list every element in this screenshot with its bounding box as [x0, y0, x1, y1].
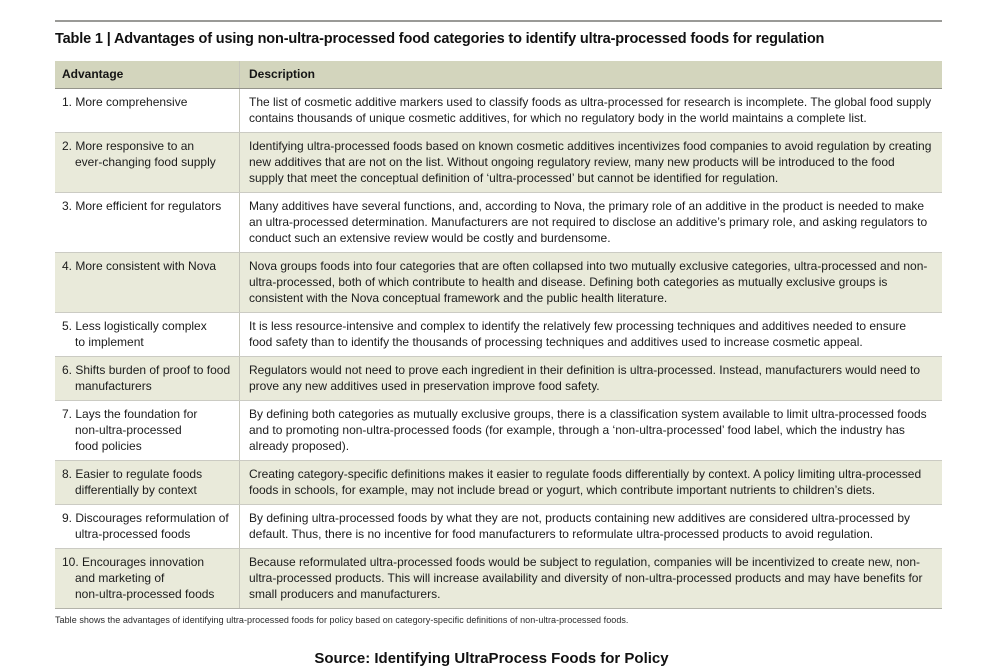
table-row: 4. More consistent with Nova Nova groups … — [55, 252, 942, 312]
description-cell: By defining ultra-processed foods by wha… — [239, 505, 942, 548]
description-cell: It is less resource-intensive and comple… — [239, 313, 942, 356]
advantage-cell: 3. More efficient for regulators — [62, 199, 222, 213]
description-cell: Identifying ultra-processed foods based … — [239, 133, 942, 192]
description-cell: Many additives have several functions, a… — [239, 193, 942, 252]
table-row: 6. Shifts burden of proof to food manufa… — [55, 356, 942, 400]
advantage-cell: 8. Easier to regulate foods differential… — [62, 467, 203, 497]
table-figure: Table 1 | Advantages of using non-ultra-… — [55, 20, 942, 625]
table-row: 8. Easier to regulate foods differential… — [55, 460, 942, 504]
column-header-advantage: Advantage — [62, 67, 124, 81]
description-cell: The list of cosmetic additive markers us… — [239, 89, 942, 132]
table-top-rule — [55, 20, 942, 22]
description-cell: Regulators would not need to prove each … — [239, 357, 942, 400]
advantage-cell: 4. More consistent with Nova — [62, 259, 217, 273]
table-row: 10. Encourages innovation and marketing … — [55, 548, 942, 608]
advantage-cell: 9. Discourages reformulation of ultra-pr… — [62, 511, 229, 541]
table-row: 7. Lays the foundation for non-ultra-pro… — [55, 400, 942, 460]
advantage-cell: 10. Encourages innovation and marketing … — [62, 555, 215, 601]
description-cell: Nova groups foods into four categories t… — [239, 253, 942, 312]
table-row: 3. More efficient for regulators Many add… — [55, 192, 942, 252]
advantage-cell: 6. Shifts burden of proof to food manufa… — [62, 363, 231, 393]
advantages-table: Advantage Description 1. More comprehens… — [55, 61, 942, 609]
description-cell: Because reformulated ultra-processed foo… — [239, 549, 942, 608]
advantage-cell: 7. Lays the foundation for non-ultra-pro… — [62, 407, 198, 453]
table-row: 9. Discourages reformulation of ultra-pr… — [55, 504, 942, 548]
description-cell: By defining both categories as mutually … — [239, 401, 942, 460]
table-body: 1. More comprehensive The list of cosmeti… — [55, 89, 942, 608]
description-cell: Creating category-specific definitions m… — [239, 461, 942, 504]
table-header-row: Advantage Description — [55, 61, 942, 89]
table-footnote: Table shows the advantages of identifyin… — [55, 615, 629, 625]
advantage-cell: 1. More comprehensive — [62, 95, 188, 109]
table-row: 1. More comprehensive The list of cosmeti… — [55, 89, 942, 132]
advantage-cell: 2. More responsive to an ever-changing f… — [62, 139, 216, 169]
table-row: 2. More responsive to an ever-changing f… — [55, 132, 942, 192]
table-row: 5. Less logistically complex to implemen… — [55, 312, 942, 356]
advantage-cell: 5. Less logistically complex to implemen… — [62, 319, 207, 349]
column-header-description: Description — [239, 61, 942, 88]
table-title: Table 1 | Advantages of using non-ultra-… — [55, 31, 825, 47]
source-caption: Source: Identifying UltraProcess Foods f… — [314, 650, 669, 667]
